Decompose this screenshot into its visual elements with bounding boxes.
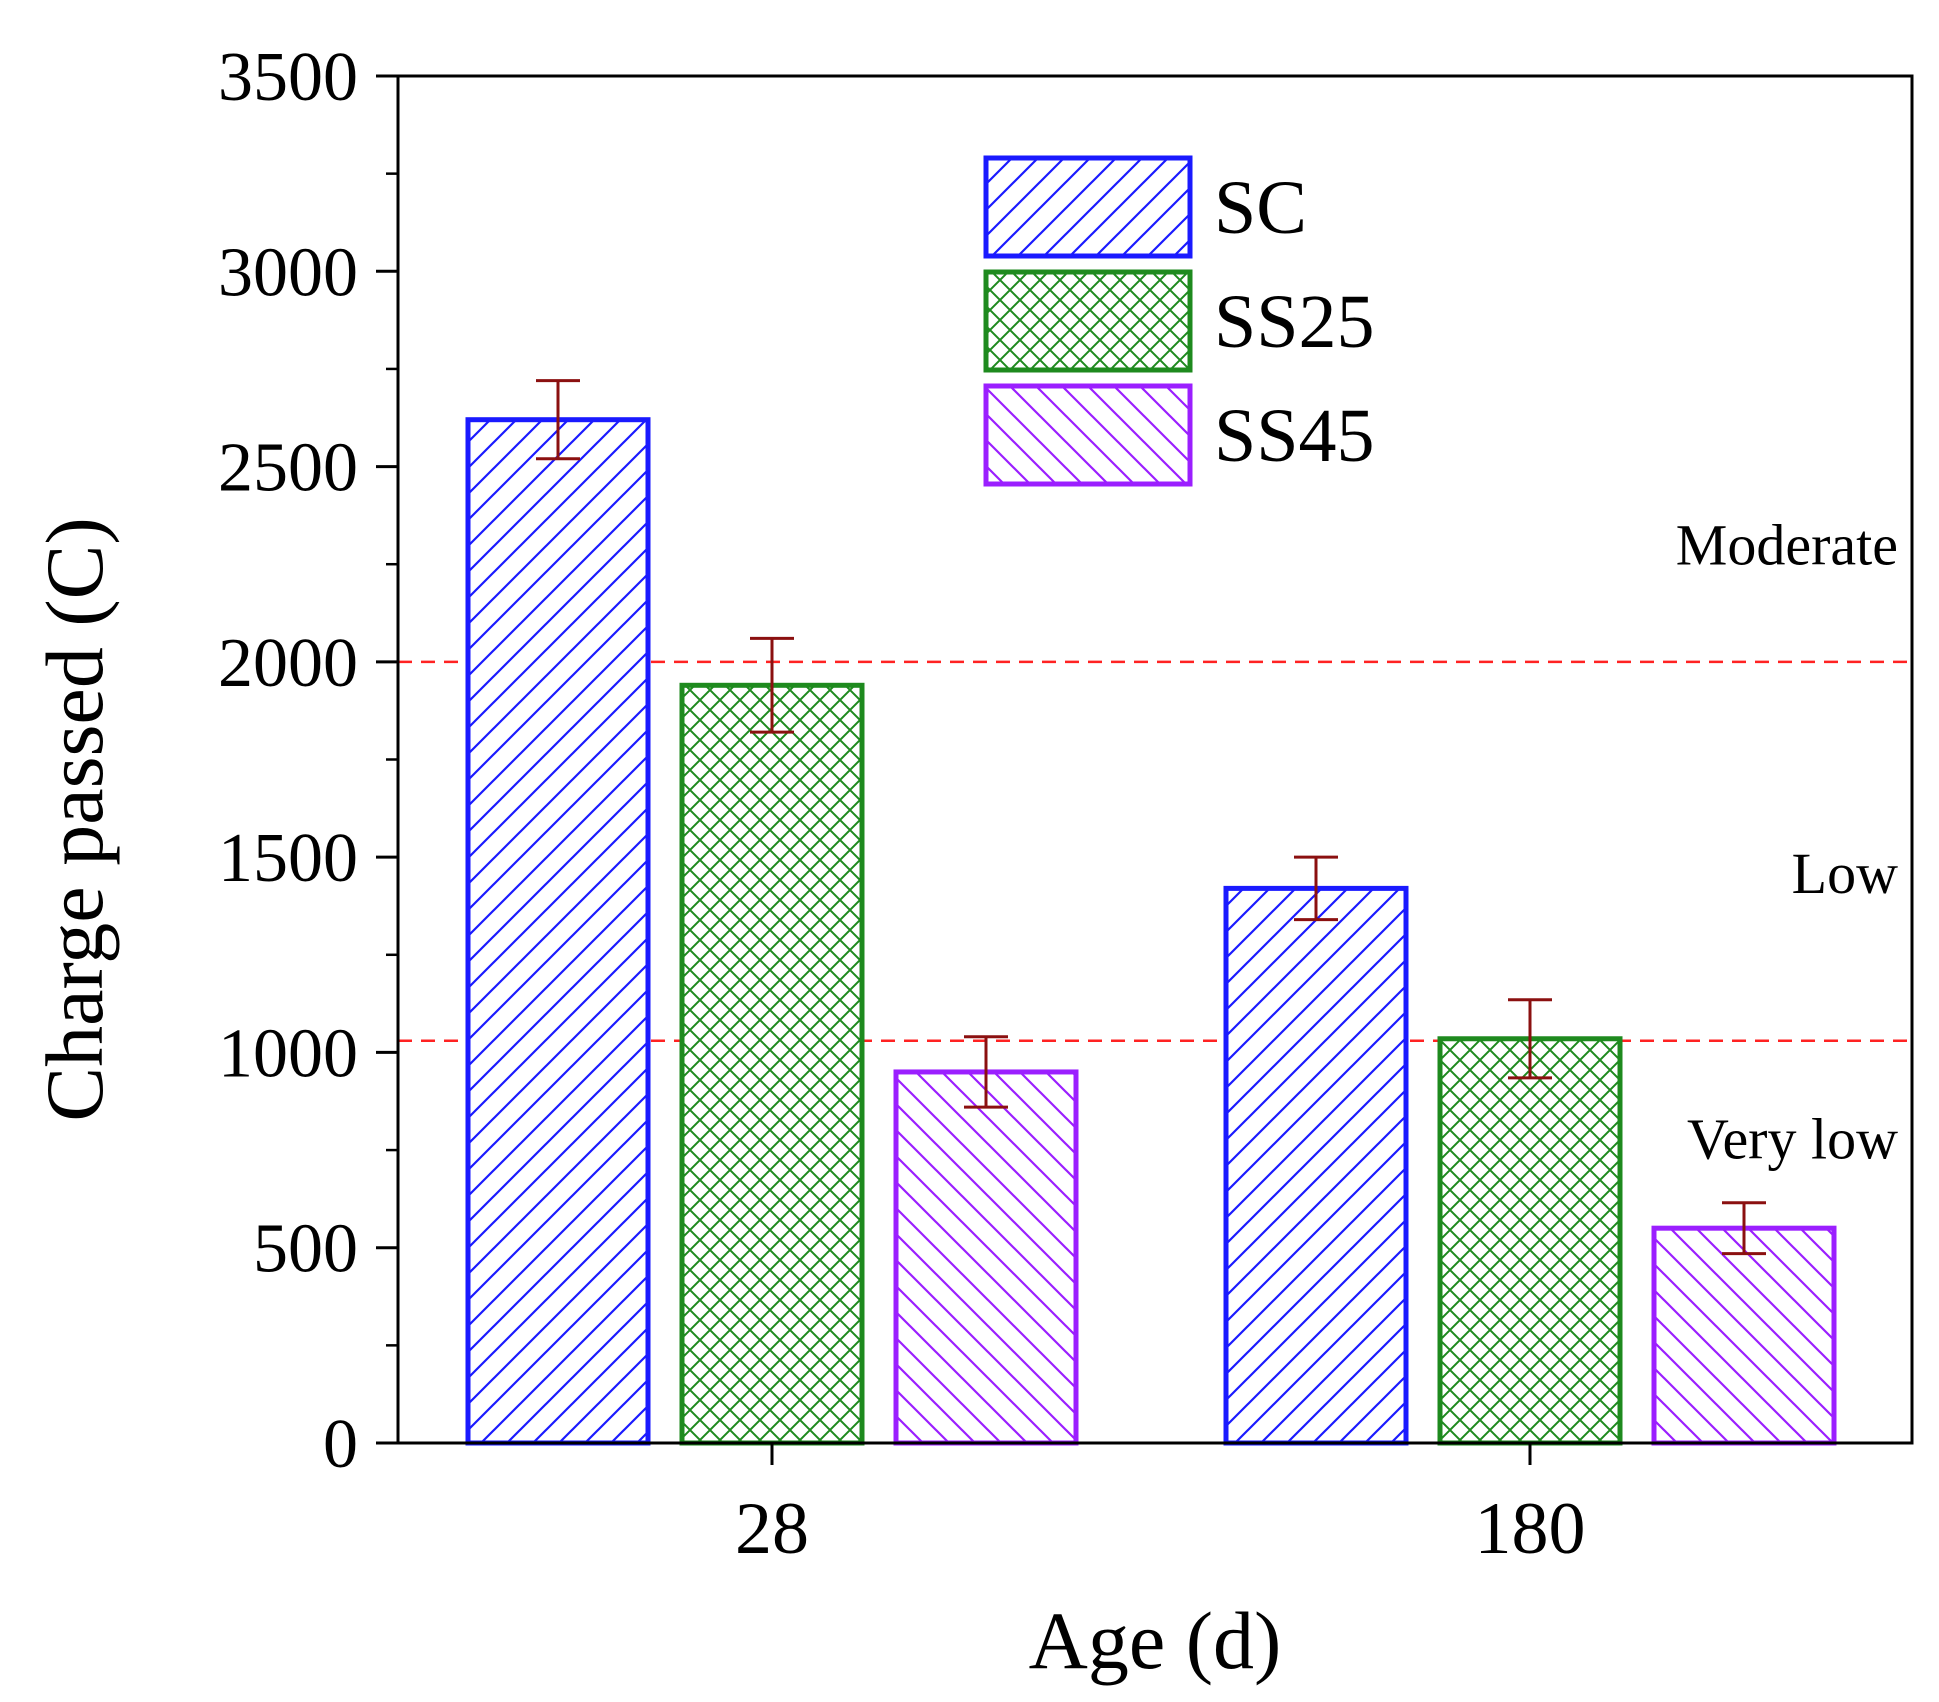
- y-tick-label: 2000: [218, 625, 358, 702]
- bar-ss45-180: [1651, 1225, 1837, 1446]
- legend-label: SS45: [1214, 394, 1375, 478]
- error-bar-sc-180: [1294, 855, 1338, 922]
- x-tick-label: 180: [1475, 1488, 1586, 1570]
- bar-ss45-28: [893, 1069, 1079, 1446]
- axes: 0 500 1000 1500 2000 2500 3000 3500 28 180 Age (d)…: [29, 39, 1914, 1686]
- error-bar-ss25-180: [1508, 998, 1552, 1080]
- y-tick-label: 1500: [218, 820, 358, 897]
- legend-item-ss45: SS45: [983, 383, 1375, 487]
- legend-label: SS25: [1214, 280, 1375, 364]
- error-bar-ss45-180: [1722, 1201, 1766, 1256]
- bars: [465, 417, 1837, 1446]
- legend: SC SS25 SS45: [983, 155, 1375, 487]
- legend-label: SC: [1214, 166, 1307, 250]
- y-tick-label: 2500: [218, 430, 358, 507]
- legend-swatch: [983, 155, 1193, 259]
- region-label-3: Very low: [1687, 1106, 1898, 1171]
- region-label-2: Low: [1792, 841, 1898, 906]
- legend-swatch: [983, 269, 1193, 373]
- x-axis-title: Age (d): [1029, 1595, 1282, 1686]
- region-label-1: Moderate: [1676, 513, 1898, 578]
- error-bars: [536, 379, 1766, 1256]
- annotations: Moderate Low Very low: [1676, 513, 1898, 1172]
- error-bar-sc-28: [536, 379, 580, 461]
- y-tick-label: 500: [253, 1211, 358, 1288]
- y-tick-label: 3000: [218, 234, 358, 311]
- error-bar-ss25-28: [750, 636, 794, 734]
- legend-swatch: [983, 383, 1193, 487]
- bar-sc-28: [465, 417, 651, 1446]
- x-tick-label: 28: [735, 1488, 809, 1570]
- legend-item-ss25: SS25: [983, 269, 1375, 373]
- legend-item-sc: SC: [983, 155, 1307, 259]
- y-tick-label: 0: [323, 1406, 358, 1483]
- y-tick-label: 1000: [218, 1015, 358, 1092]
- bar-ss25-28: [679, 682, 865, 1446]
- y-tick-label: 3500: [218, 39, 358, 116]
- bar-ss25-180: [1437, 1036, 1623, 1446]
- bar-sc-180: [1223, 885, 1409, 1446]
- y-axis-title: Charge passed (C): [29, 517, 120, 1121]
- error-bar-ss45-28: [964, 1035, 1008, 1109]
